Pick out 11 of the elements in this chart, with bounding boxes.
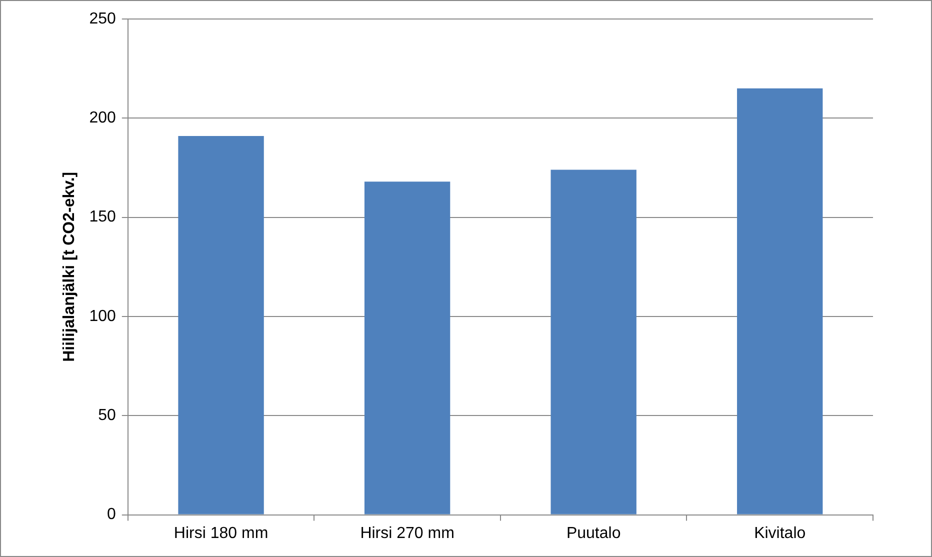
y-tick-label: 250	[89, 10, 116, 28]
y-axis-title: Hiilijalanjälki [t CO2-ekv.]	[61, 172, 78, 362]
y-tick-label: 150	[89, 208, 116, 226]
y-tick-label: 200	[89, 110, 116, 127]
x-tick-label: Hirsi 180 mm	[174, 524, 268, 542]
x-tick-label: Puutalo	[566, 524, 621, 542]
x-tick-label: Hirsi 270 mm	[360, 524, 454, 542]
y-tick-label: 100	[89, 308, 116, 325]
x-tick-label: Kivitalo	[754, 524, 806, 542]
y-tick-label: 0	[106, 506, 116, 524]
y-tick-label: 50	[98, 407, 116, 424]
